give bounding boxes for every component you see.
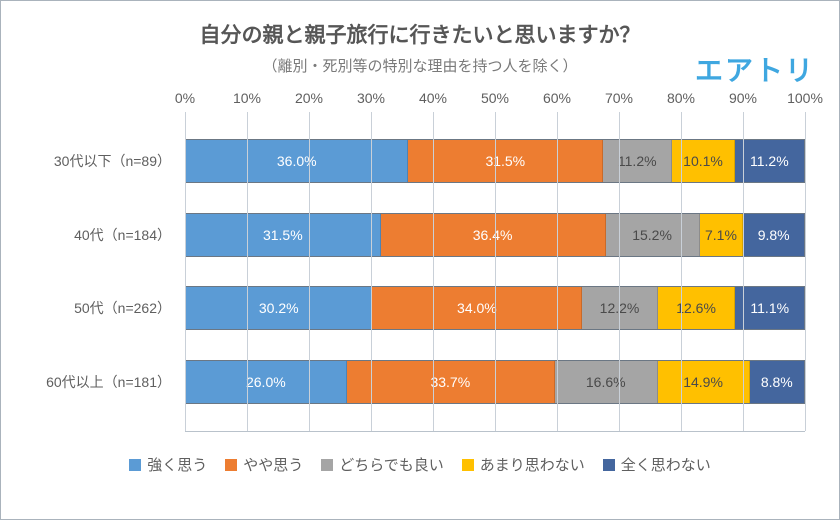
bar-segment: 14.9%: [658, 361, 750, 403]
segment-value-label: 11.2%: [618, 153, 657, 169]
plot-area: 30代以下（n=89）40代（n=184）50代（n=262）60代以上（n=1…: [185, 112, 805, 432]
segment-value-label: 7.1%: [705, 227, 737, 243]
x-tick-label: 80%: [667, 90, 695, 106]
legend-swatch: [225, 459, 237, 471]
gridline: [371, 112, 372, 431]
segment-value-label: 36.4%: [473, 227, 513, 243]
segment-value-label: 12.6%: [676, 300, 716, 316]
segment-value-label: 14.9%: [683, 374, 723, 390]
legend-swatch: [462, 459, 474, 471]
bar-segment: 36.0%: [186, 140, 408, 182]
segment-value-label: 11.1%: [750, 300, 789, 316]
legend-swatch: [129, 459, 141, 471]
legend-item: 強く思う: [129, 454, 207, 475]
segment-value-label: 9.8%: [758, 227, 790, 243]
bar-segment: 11.1%: [735, 287, 804, 329]
x-tick-label: 20%: [295, 90, 323, 106]
bar-segment: 7.1%: [700, 214, 744, 256]
legend-label: どちらでも良い: [339, 454, 444, 475]
bar-segment: 9.8%: [743, 214, 804, 256]
segment-value-label: 26.0%: [246, 374, 286, 390]
legend-label: やや思う: [243, 454, 303, 475]
gridline: [681, 112, 682, 431]
legend-swatch: [321, 459, 333, 471]
legend-label: あまり思わない: [480, 454, 585, 475]
bar-segment: 34.0%: [372, 287, 582, 329]
segment-value-label: 10.1%: [683, 153, 723, 169]
legend-swatch: [603, 459, 615, 471]
chart-container: 自分の親と親子旅行に行きたいと思いますか？ （離別・死別等の特別な理由を持つ人を…: [0, 0, 840, 520]
segment-value-label: 34.0%: [457, 300, 497, 316]
bar-segment: 26.0%: [186, 361, 347, 403]
gridline: [309, 112, 310, 431]
x-tick-label: 30%: [357, 90, 385, 106]
bar-segment: 36.4%: [381, 214, 606, 256]
segment-value-label: 36.0%: [277, 153, 317, 169]
gridline: [247, 112, 248, 431]
x-tick-label: 50%: [481, 90, 509, 106]
gridline: [433, 112, 434, 431]
x-tick-label: 0%: [175, 90, 195, 106]
y-tick-label: 40代（n=184）: [25, 211, 185, 259]
x-tick-label: 70%: [605, 90, 633, 106]
brand-logo: エアトリ: [695, 49, 815, 89]
legend-item: 全く思わない: [603, 454, 711, 475]
segment-value-label: 33.7%: [430, 374, 470, 390]
x-tick-label: 10%: [233, 90, 261, 106]
bar-segment: 16.6%: [555, 361, 658, 403]
bar-segment: 31.5%: [408, 140, 603, 182]
segment-value-label: 15.2%: [632, 227, 672, 243]
legend-item: やや思う: [225, 454, 303, 475]
y-tick-label: 50代（n=262）: [25, 284, 185, 332]
y-tick-label: 30代以下（n=89）: [25, 137, 185, 185]
segment-value-label: 8.8%: [761, 374, 793, 390]
bar-segment: 12.6%: [658, 287, 736, 329]
bar-segment: 11.2%: [603, 140, 672, 182]
bar-segment: 30.2%: [186, 287, 372, 329]
gridline: [805, 112, 806, 431]
legend: 強く思う やや思う どちらでも良い あまり思わない 全く思わない: [25, 454, 815, 475]
gridline: [557, 112, 558, 431]
gridline: [495, 112, 496, 431]
gridline: [185, 112, 186, 431]
bar-segment: 8.8%: [750, 361, 804, 403]
segment-value-label: 31.5%: [485, 153, 525, 169]
y-tick-label: 60代以上（n=181）: [25, 358, 185, 406]
gridline: [619, 112, 620, 431]
y-axis-labels: 30代以下（n=89） 40代（n=184） 50代（n=262） 60代以上（n=1…: [25, 112, 185, 431]
legend-label: 全く思わない: [621, 454, 711, 475]
x-tick-label: 90%: [729, 90, 757, 106]
chart-title: 自分の親と親子旅行に行きたいと思いますか？: [25, 19, 815, 49]
legend-label: 強く思う: [147, 454, 207, 475]
segment-value-label: 31.5%: [263, 227, 303, 243]
segment-value-label: 30.2%: [259, 300, 299, 316]
x-tick-label: 60%: [543, 90, 571, 106]
x-tick-label: 40%: [419, 90, 447, 106]
bar-segment: 31.5%: [186, 214, 381, 256]
legend-item: どちらでも良い: [321, 454, 444, 475]
segment-value-label: 11.2%: [750, 153, 789, 169]
legend-item: あまり思わない: [462, 454, 585, 475]
bar-segment: 11.2%: [735, 140, 804, 182]
bar-segment: 12.2%: [582, 287, 657, 329]
gridline: [743, 112, 744, 431]
bar-segment: 33.7%: [347, 361, 555, 403]
x-tick-label: 100%: [787, 90, 823, 106]
